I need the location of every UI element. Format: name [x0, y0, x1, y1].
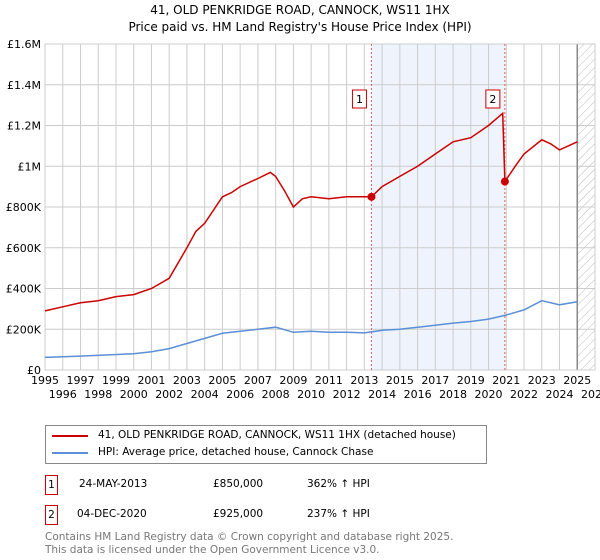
x-tick-label: 2005 — [208, 374, 236, 387]
sale-label: 1 — [356, 93, 363, 106]
price-chart: 1995199619971998199920002001200220032004… — [6, 38, 600, 401]
x-tick-label: 2019 — [457, 374, 485, 387]
x-tick-label: 2026 — [581, 388, 600, 401]
x-tick-label: 2023 — [528, 374, 556, 387]
y-tick-label: £0 — [27, 364, 41, 377]
legend-label: HPI: Average price, detached house, Cann… — [98, 446, 374, 458]
x-tick-label: 2009 — [279, 374, 307, 387]
sale-marker-badge: 2 — [45, 505, 58, 525]
sale-marker-badge: 1 — [45, 475, 58, 495]
sale-price: £925,000 — [213, 508, 264, 520]
chart-subtitle: Price paid vs. HM Land Registry's House … — [128, 20, 472, 34]
blue-line-swatch — [52, 451, 88, 454]
sale-price: £850,000 — [213, 478, 264, 490]
legend: 41, OLD PENKRIDGE ROAD, CANNOCK, WS11 1H… — [45, 425, 487, 464]
y-tick-label: £1.2M — [7, 120, 41, 133]
x-tick-label: 2007 — [244, 374, 272, 387]
x-tick-label: 1998 — [84, 388, 112, 401]
x-tick-label: 2021 — [492, 374, 520, 387]
y-tick-label: £200K — [6, 323, 42, 336]
sale-label-box — [485, 89, 501, 109]
x-tick-label: 2016 — [404, 388, 432, 401]
property-price-line — [44, 111, 578, 312]
x-tick-label: 2014 — [368, 388, 396, 401]
x-tick-label: 2010 — [297, 388, 325, 401]
footer-line: This data is licensed under the Open Gov… — [45, 544, 380, 556]
sale-row: 2 04-DEC-2020 £925,000 237% ↑ HPI — [45, 505, 445, 525]
footer: Contains HM Land Registry data © Crown c… — [45, 531, 453, 557]
x-tick-label: 2001 — [137, 374, 165, 387]
footer-line: Contains HM Land Registry data © Crown c… — [45, 531, 454, 543]
x-tick-label: 2006 — [226, 388, 254, 401]
y-tick-label: £400K — [6, 283, 42, 296]
sale-row: 1 24-MAY-2013 £850,000 362% ↑ HPI — [45, 475, 445, 495]
x-tick-label: 2013 — [350, 374, 378, 387]
x-tick-label: 1995 — [31, 374, 59, 387]
sale-label: 2 — [489, 93, 496, 106]
x-tick-label: 2004 — [191, 388, 219, 401]
x-tick-label: 2008 — [262, 388, 290, 401]
chart-title: 41, OLD PENKRIDGE ROAD, CANNOCK, WS11 1H… — [150, 3, 450, 17]
y-tick-label: £1.4M — [7, 79, 41, 92]
legend-label: 41, OLD PENKRIDGE ROAD, CANNOCK, WS11 1H… — [98, 429, 456, 441]
red-line-swatch — [52, 434, 88, 437]
x-tick-label: 2011 — [315, 374, 343, 387]
sale-date: 04-DEC-2020 — [77, 508, 147, 520]
x-tick-label: 2020 — [475, 388, 503, 401]
hpi-line — [44, 299, 578, 359]
sale-hpi: 362% ↑ HPI — [307, 478, 370, 490]
x-tick-label: 2018 — [439, 388, 467, 401]
x-tick-label: 1996 — [49, 388, 77, 401]
x-tick-label: 2012 — [333, 388, 361, 401]
sale-date: 24-MAY-2013 — [79, 478, 148, 490]
x-tick-label: 2022 — [510, 388, 538, 401]
x-tick-label: 2003 — [173, 374, 201, 387]
legend-item-property: 41, OLD PENKRIDGE ROAD, CANNOCK, WS11 1H… — [52, 429, 456, 442]
sale-hpi: 237% ↑ HPI — [307, 508, 370, 520]
sale-label-box — [351, 89, 367, 109]
x-tick-label: 2000 — [120, 388, 148, 401]
x-tick-label: 2024 — [546, 388, 574, 401]
y-tick-label: £600K — [6, 242, 42, 255]
x-tick-label: 2002 — [155, 388, 183, 401]
y-tick-label: £1.6M — [7, 38, 41, 51]
x-tick-label: 1999 — [102, 374, 130, 387]
x-tick-label: 1997 — [66, 374, 94, 387]
plot-border — [44, 43, 596, 371]
y-tick-label: £800K — [6, 201, 42, 214]
y-tick-label: £1M — [18, 160, 42, 173]
legend-item-hpi: HPI: Average price, detached house, Cann… — [52, 446, 373, 459]
x-tick-label: 2015 — [386, 374, 414, 387]
x-tick-label: 2017 — [421, 374, 449, 387]
sale-point — [367, 192, 376, 201]
x-tick-label: 2025 — [563, 374, 591, 387]
sale-point — [500, 177, 509, 186]
